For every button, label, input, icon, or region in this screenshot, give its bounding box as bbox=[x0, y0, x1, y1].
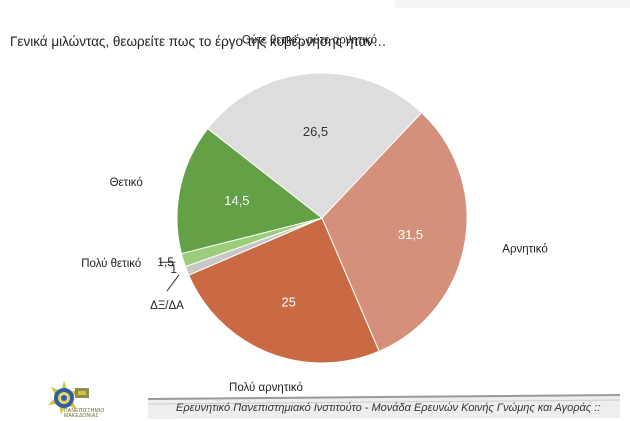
pie-slice-5 bbox=[176, 128, 324, 255]
value-label-2: 25 bbox=[281, 295, 295, 310]
value-label-3: 1 bbox=[170, 262, 177, 276]
category-label-2: Πολύ αρνητικό bbox=[229, 382, 303, 394]
value-label-5: 14,5 bbox=[224, 193, 249, 208]
question-title: Γενικά μιλώντας, θεωρείτε πως το έργο τη… bbox=[10, 34, 387, 49]
category-label-1: Αρνητικό bbox=[502, 244, 547, 256]
leader-line-3 bbox=[166, 274, 180, 292]
pie-slice-1 bbox=[321, 111, 468, 352]
top-bar bbox=[0, 0, 630, 14]
value-label-1: 31,5 bbox=[398, 227, 423, 242]
pie-slice-0 bbox=[207, 72, 423, 219]
value-label-0: 26,5 bbox=[303, 124, 328, 139]
footer-band bbox=[148, 394, 620, 419]
category-label-4: Πολύ θετικό bbox=[81, 258, 141, 270]
footer-text: Ερευνητικό Πανεπιστημιακό Ινστιτούτο - Μ… bbox=[176, 402, 601, 414]
university-logo-icon bbox=[48, 381, 89, 415]
category-label-0: Ούτε θετικό, ούτε αρνητικό bbox=[242, 35, 377, 47]
logo-caption: ΠΑΝΕΠΙΣΤΗΜΙΟ ΜΑΚΕΔΟΝΙΑΣ bbox=[64, 408, 105, 419]
top-stripe bbox=[395, 0, 630, 8]
category-label-3: ΔΞ/ΔΑ bbox=[150, 300, 184, 312]
pie-slice-2 bbox=[188, 217, 380, 364]
category-label-5: Θετικό bbox=[110, 177, 143, 189]
value-label-4: 1,5 bbox=[157, 255, 174, 269]
